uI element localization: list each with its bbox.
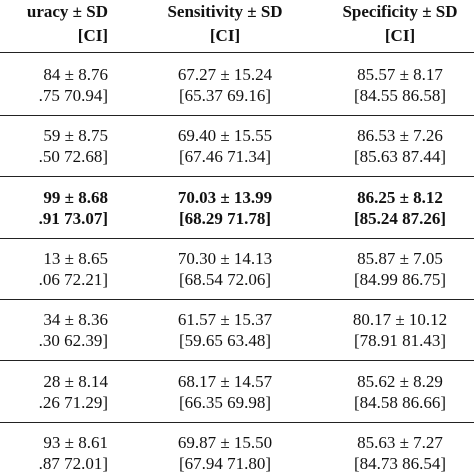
cell-ci: .87 72.01] [38,453,108,473]
header-ci: [CI] [209,26,241,45]
cell-ci: [67.46 71.34] [178,147,272,167]
cell-value: 28 ± 8.14 [43,371,108,391]
cell-value: 99 ± 8.68 [43,187,108,207]
row-rule [0,360,474,362]
header-title: Sensitivity ± SD [167,2,283,21]
cell-ci: [84.58 86.66] [353,392,447,412]
row-rule [0,176,474,178]
cell-value: 84 ± 8.76 [43,65,108,84]
cell-value: 61.57 ± 15.37 [177,310,273,330]
row-rule [0,115,474,116]
cell-value: 69.87 ± 15.50 [177,432,273,452]
cell-value: 67.27 ± 15.24 [177,65,273,84]
cell-value: 85.62 ± 8.29 [357,371,443,391]
cell-ci: [65.37 69.16] [178,86,272,105]
cell-value: 34 ± 8.36 [43,310,108,330]
header-ci: [CI] [384,26,416,45]
cell-value: 85.57 ± 8.17 [357,65,443,84]
cell-ci: [84.99 86.75] [353,269,447,289]
cell-ci: [85.63 87.44] [353,147,447,167]
cell-ci: [67.94 71.80] [178,453,272,473]
row-rule [0,421,474,423]
cell-value: 80.17 ± 10.12 [352,310,448,330]
header-ci: [CI] [77,26,108,45]
header-title: uracy ± SD [26,2,108,21]
header-rule [0,52,474,53]
cell-ci: .26 71.29] [38,392,108,412]
cell-value: 59 ± 8.75 [43,126,108,146]
cell-ci: .91 73.07] [38,208,108,228]
cell-ci: [84.55 86.58] [353,86,447,105]
cell-value: 86.25 ± 8.12 [357,187,443,207]
row-rule [0,237,474,239]
header-title: Specificity ± SD [342,2,458,21]
cell-ci: [84.73 86.54] [353,453,447,473]
cell-ci: [66.35 69.98] [178,392,272,412]
cell-ci: [59.65 63.48] [178,331,272,351]
cell-value: 70.30 ± 14.13 [177,248,273,268]
cell-value: 86.53 ± 7.26 [357,126,443,146]
cell-ci: [78.91 81.43] [353,331,447,351]
cell-value: 85.63 ± 7.27 [357,432,443,452]
cell-ci: .30 62.39] [38,331,108,351]
cell-value: 93 ± 8.61 [43,432,108,452]
cell-value: 13 ± 8.65 [43,248,108,268]
cell-ci: .75 70.94] [38,86,108,105]
cell-value: 69.40 ± 15.55 [177,126,273,146]
cell-value: 68.17 ± 14.57 [177,371,273,391]
cell-ci: [85.24 87.26] [353,208,447,228]
cell-value: 70.03 ± 13.99 [177,187,273,207]
row-rule [0,298,474,300]
cell-ci: [68.29 71.78] [178,208,272,228]
cell-value: 85.87 ± 7.05 [357,248,443,268]
cell-ci: .50 72.68] [38,147,108,167]
cell-ci: [68.54 72.06] [178,269,272,289]
cell-ci: .06 72.21] [38,269,108,289]
